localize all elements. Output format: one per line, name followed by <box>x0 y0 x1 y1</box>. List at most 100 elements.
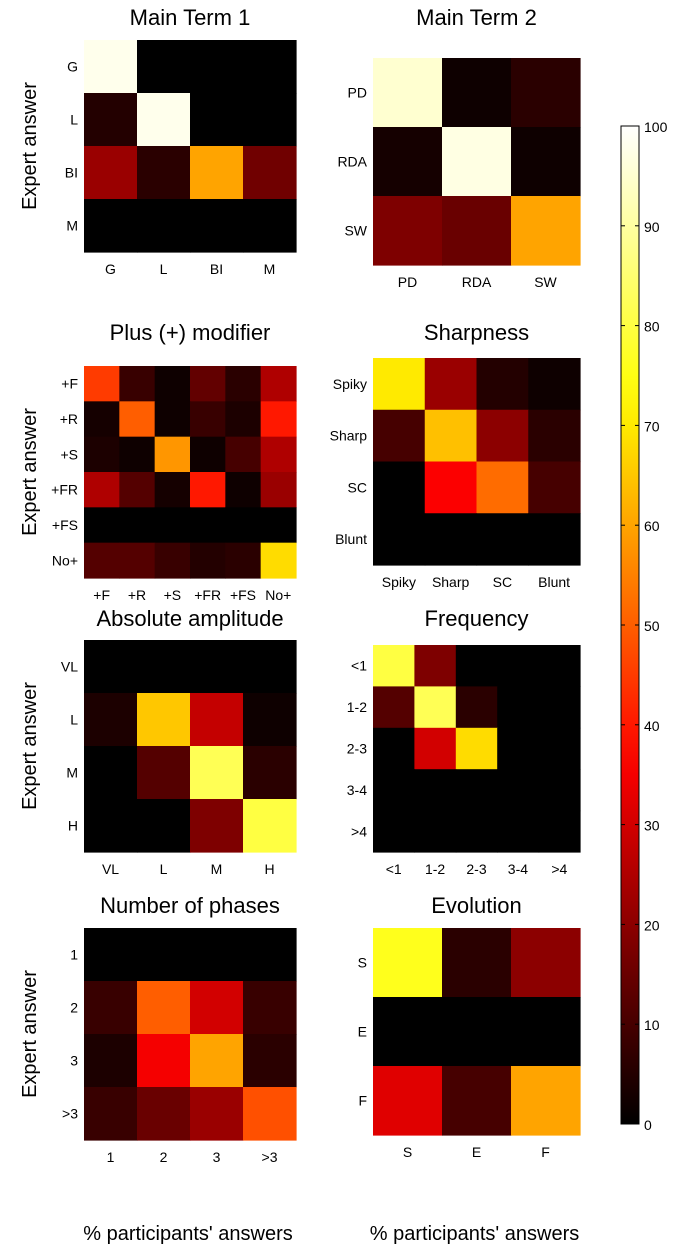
x-tick-label: No+ <box>265 587 291 603</box>
heatmap-cell <box>137 1034 191 1088</box>
heatmap-cell <box>373 461 426 514</box>
colorbar-tick-label: 100 <box>644 119 668 135</box>
heatmap-cell <box>497 686 540 729</box>
heatmap-cell <box>84 1034 138 1088</box>
y-tick-label: <1 <box>351 658 367 674</box>
heatmap-cell <box>84 366 120 402</box>
heatmap-cell <box>190 542 226 579</box>
heatmap-cell <box>497 645 540 687</box>
heatmap-cell <box>154 401 191 438</box>
heatmap-cell <box>511 997 581 1067</box>
colorbar-tick-label: 50 <box>644 618 660 634</box>
heatmap-cell <box>119 507 156 544</box>
heatmap-cell <box>442 928 512 998</box>
heatmap-cell <box>225 507 262 544</box>
panel-title: Main Term 1 <box>130 5 251 30</box>
heatmap-cell <box>119 472 156 508</box>
heatmap-cell <box>137 93 191 147</box>
x-tick-label: 3 <box>213 1149 221 1165</box>
heatmap-cell <box>190 436 226 473</box>
y-tick-label: VL <box>61 659 78 675</box>
heatmap-cell <box>538 727 581 770</box>
heatmap-cell <box>476 461 529 514</box>
heatmap-cell <box>373 769 415 812</box>
x-tick-label: 2 <box>160 1149 168 1165</box>
heatmap-cell <box>511 1066 581 1136</box>
heatmap-cell <box>190 472 226 508</box>
heatmap-cell <box>373 810 415 853</box>
heatmap-cell <box>119 542 156 579</box>
x-tick-label: +F <box>93 587 110 603</box>
x-tick-label: L <box>160 261 168 277</box>
y-tick-label: 3-4 <box>347 782 367 798</box>
colorbar-tick-label: 70 <box>644 418 660 434</box>
heatmap-cell <box>243 928 297 982</box>
x-tick-label: F <box>541 1144 550 1160</box>
colorbar-tick-label: 90 <box>644 219 660 235</box>
heatmap-cell <box>243 199 297 253</box>
heatmap-cell <box>528 461 581 514</box>
heatmap-cell <box>190 366 226 402</box>
heatmap-cell <box>190 401 226 438</box>
heatmap-cell <box>190 693 244 747</box>
heatmap-cell <box>497 810 540 853</box>
heatmap-cell <box>373 513 426 566</box>
x-tick-label: L <box>160 861 168 877</box>
heatmap-cell <box>455 686 498 729</box>
x-tick-label: S <box>403 1144 412 1160</box>
heatmap-panel-7: Number of phases 1 2 3 >3 1 2 3 >3 Expert answer%… <box>19 893 297 1245</box>
panel-title: Evolution <box>431 893 522 918</box>
heatmap-cell <box>260 401 297 438</box>
heatmap-cell <box>511 928 581 998</box>
heatmap-cell <box>119 401 156 438</box>
heatmap-cell <box>424 461 478 514</box>
y-tick-label: +FS <box>52 517 78 533</box>
heatmap-cell <box>442 58 512 128</box>
colorbar-tick-label: 60 <box>644 518 660 534</box>
heatmap-cell <box>84 507 120 544</box>
heatmap-panel-8: Evolution S E F S E F % participants' answers <box>358 893 581 1245</box>
heatmap-cell <box>84 799 138 853</box>
y-tick-label: L <box>70 112 78 128</box>
heatmap-cell <box>225 472 262 508</box>
heatmap-cell <box>243 40 297 94</box>
x-tick-label: >3 <box>262 1149 278 1165</box>
heatmap-cell <box>455 727 498 770</box>
y-axis-label: Expert answer <box>19 408 41 536</box>
heatmap-cell <box>424 358 478 411</box>
heatmap-cell <box>260 507 297 544</box>
heatmap-cell <box>414 810 457 853</box>
heatmap-cell <box>84 401 120 438</box>
heatmap-cell <box>414 769 457 812</box>
heatmap-cell <box>243 146 297 200</box>
x-tick-label: 1-2 <box>425 861 445 877</box>
panel-title: Frequency <box>425 606 529 631</box>
y-axis-label: Expert answer <box>19 970 41 1098</box>
y-tick-label: 1-2 <box>347 699 367 715</box>
y-tick-label: +FR <box>51 482 78 498</box>
heatmap-cell <box>373 127 443 197</box>
heatmap-cell <box>84 640 138 694</box>
heatmap-cell <box>260 472 297 508</box>
heatmap-cell <box>154 366 191 402</box>
heatmap-cell <box>137 928 191 982</box>
heatmap-cell <box>243 799 297 853</box>
x-tick-label: +S <box>164 587 182 603</box>
heatmap-cell <box>190 507 226 544</box>
panel-title: Plus (+) modifier <box>110 320 271 345</box>
colorbar-tick-label: 40 <box>644 718 660 734</box>
heatmap-cell <box>137 146 191 200</box>
y-tick-label: G <box>67 59 78 75</box>
heatmap-cell <box>154 472 191 508</box>
x-tick-label: +R <box>128 587 146 603</box>
heatmap-cell <box>190 746 244 800</box>
y-tick-label: 2-3 <box>347 741 367 757</box>
heatmap-cell <box>243 693 297 747</box>
heatmap-cell <box>260 542 297 579</box>
heatmap-cell <box>414 645 457 687</box>
colorbar-tick-label: 20 <box>644 917 660 933</box>
heatmap-cell <box>119 366 156 402</box>
heatmap-cell <box>225 436 262 473</box>
heatmap-cell <box>225 542 262 579</box>
